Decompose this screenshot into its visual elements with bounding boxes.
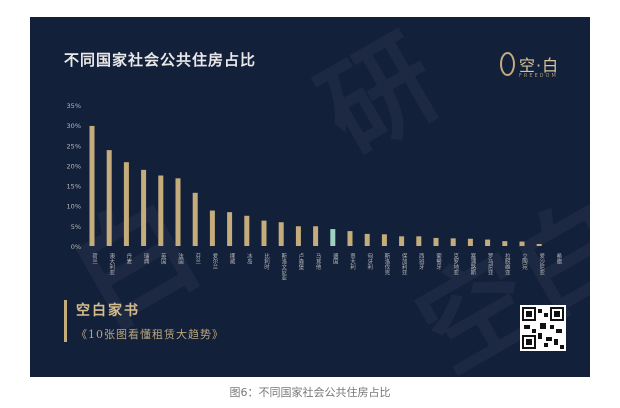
- bar: [227, 212, 233, 246]
- bar: [519, 241, 525, 246]
- x-tick-label: 拉脱维亚: [504, 252, 511, 276]
- y-tick-label: 20%: [67, 162, 81, 170]
- x-tick-label: 立陶宛: [521, 252, 528, 271]
- bar: [450, 238, 456, 246]
- y-tick-label: 25%: [67, 142, 81, 150]
- x-tick-label: 马耳他: [315, 252, 322, 271]
- bar: [123, 162, 129, 246]
- bar: [416, 236, 422, 246]
- logo-ring-icon: [500, 52, 515, 76]
- x-tick-label: 爱尔兰: [211, 252, 218, 270]
- bars-group: [89, 125, 542, 246]
- x-tick-label: 希腊: [555, 252, 562, 266]
- y-tick-label: 15%: [67, 183, 81, 191]
- x-tick-label: 芬兰: [194, 252, 201, 265]
- x-tick-label: 西班牙: [418, 253, 425, 271]
- x-tick-label: 比利时: [263, 252, 270, 270]
- y-tick-label: 0%: [71, 243, 81, 251]
- x-tick-label: 冰岛: [246, 252, 253, 266]
- book-subtitle: 《10张图看懂租赁大趋势》: [76, 328, 224, 341]
- x-tick-label: 丹麦: [125, 253, 132, 266]
- bar: [295, 226, 301, 246]
- x-axis-labels: 荷兰 澳大利亚 丹麦 瑞典 英国 法国 芬兰 爱尔兰 挪威 冰岛 比利时 斯洛文尼亚 卢森堡 马耳他 德国意…: [91, 252, 562, 281]
- y-tick-label: 5%: [71, 223, 81, 231]
- x-tick-label: 意大利: [349, 252, 356, 270]
- x-tick-label: 澳大利亚: [108, 252, 115, 276]
- x-tick-label: 爱沙尼亚: [538, 252, 545, 276]
- bar: [502, 241, 508, 246]
- x-tick-label: 法国: [177, 252, 184, 266]
- y-tick-label: 30%: [67, 122, 81, 130]
- figure-caption: 图6：不同国家社会公共住房占比: [229, 386, 391, 399]
- x-tick-label: 罗马尼亚: [487, 253, 494, 276]
- x-tick-label: 挪威: [229, 252, 236, 266]
- x-tick-label: 卢森堡: [297, 252, 304, 270]
- x-tick-label: 斯洛文尼亚: [280, 252, 287, 281]
- bar: [381, 234, 387, 246]
- bar: [158, 175, 164, 246]
- bar: [313, 226, 319, 246]
- bar: [399, 236, 405, 246]
- book-promo: 空白家书 《10张图看懂租赁大趋势》: [64, 300, 224, 342]
- x-tick-label: 瑞典: [143, 252, 150, 266]
- bar: [364, 233, 370, 246]
- bar: [89, 125, 95, 246]
- book-title: 空白家书: [76, 303, 140, 319]
- bar: [347, 231, 353, 246]
- x-tick-label: 荷兰: [91, 252, 98, 265]
- bar: [467, 238, 473, 246]
- chart-title: 不同国家社会公共住房占比: [64, 51, 257, 69]
- bar: [536, 243, 542, 246]
- x-tick-label: 保加利亚: [401, 252, 408, 276]
- x-tick-label: 葡萄牙: [435, 252, 442, 271]
- bar: [485, 239, 491, 246]
- chart-panel: 白 研 空白 不同国家社会公共住房占比 空·白 FREEDOM 0%5%10%1…: [30, 17, 590, 377]
- bar-chart: 0%5%10%15%20%25%30%35% 荷兰 澳大利亚 丹麦 瑞典 英国 法国 芬兰爱…: [67, 102, 563, 281]
- x-tick-label: 克罗地亚: [452, 253, 459, 276]
- x-tick-label: 德国: [332, 252, 339, 266]
- y-tick-label: 10%: [67, 203, 81, 211]
- bar: [175, 178, 181, 246]
- y-axis: 0% 5% 10% 15% 20% 25% 30% 35%: [67, 102, 81, 251]
- bar: [330, 229, 336, 246]
- bar: [209, 210, 215, 246]
- bar: [106, 150, 112, 246]
- bar: [192, 192, 198, 246]
- bar: [261, 220, 267, 246]
- brand-logo: 空·白 FREEDOM: [500, 49, 578, 83]
- x-tick-label: 英国: [160, 252, 167, 266]
- x-tick-label: 匈牙利: [366, 252, 373, 270]
- qr-code-icon[interactable]: [520, 305, 566, 351]
- logo-subtext: FREEDOM: [519, 73, 558, 79]
- x-tick-label: 斯洛伐克: [383, 252, 390, 277]
- bar: [141, 169, 147, 246]
- y-tick-label: 35%: [67, 102, 81, 110]
- x-tick-label: 塞浦路斯: [469, 252, 476, 277]
- bar: [278, 222, 284, 246]
- bar: [244, 215, 250, 246]
- bar: [433, 237, 439, 246]
- logo-text: 空·白: [519, 56, 560, 75]
